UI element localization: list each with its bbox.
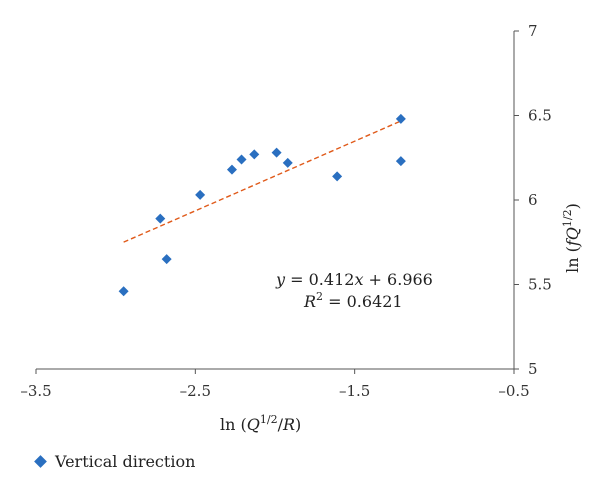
data-point-diamond	[249, 149, 260, 160]
legend-label: Vertical direction	[55, 452, 196, 471]
y-axis-label: ln (fQ1/2)	[561, 203, 582, 273]
data-point-diamond	[236, 154, 247, 165]
data-point-diamond	[395, 156, 406, 167]
data-point-diamond	[161, 254, 172, 265]
legend: Vertical direction	[34, 452, 196, 471]
x-tick-label: –1.5	[339, 382, 370, 400]
y-tick-label: 7	[528, 22, 538, 40]
x-ticks: –3.5 –2.5 –1.5 –0.5	[20, 369, 530, 400]
x-tick-label: –2.5	[180, 382, 211, 400]
x-tick-label: –3.5	[20, 382, 51, 400]
data-point-diamond	[395, 113, 406, 124]
data-point-diamond	[226, 164, 237, 175]
axes	[36, 31, 515, 370]
trendline	[123, 120, 402, 243]
data-point-diamond	[282, 157, 293, 168]
y-tick-label: 6.5	[528, 107, 552, 125]
r-squared-annotation: R2 = 0.6421	[303, 290, 403, 311]
data-point-diamond	[155, 213, 166, 224]
y-ticks: 5 5.5 6 6.5 7	[514, 22, 552, 378]
y-tick-label: 6	[528, 191, 538, 209]
legend-diamond-marker	[34, 455, 47, 468]
data-point-diamond	[118, 286, 129, 297]
y-tick-label: 5	[528, 360, 538, 378]
x-tick-label: –0.5	[498, 382, 529, 400]
data-point-diamond	[332, 171, 343, 182]
equation-annotation: y = 0.412x + 6.966	[275, 270, 433, 289]
y-tick-label: 5.5	[528, 276, 552, 294]
data-point-diamond	[271, 147, 282, 158]
data-points	[118, 113, 406, 297]
x-axis-label: ln (Q1/2/R)	[220, 413, 301, 434]
data-point-diamond	[195, 189, 206, 200]
